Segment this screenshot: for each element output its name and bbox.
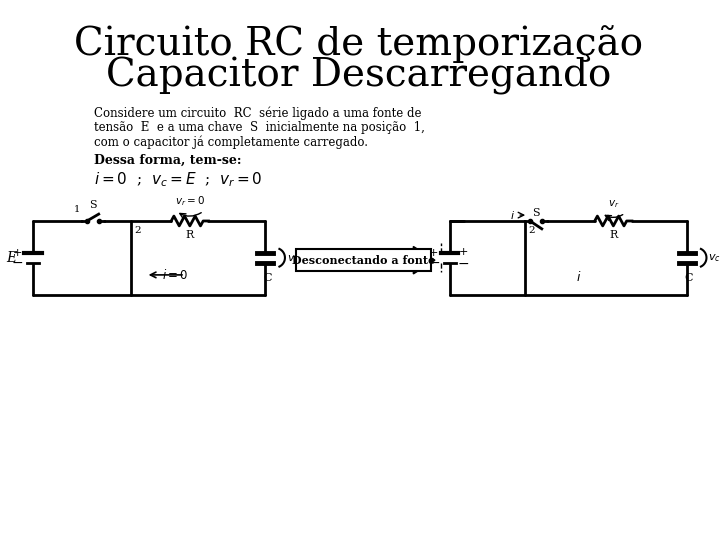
Text: S: S — [89, 200, 96, 210]
Text: +: + — [13, 248, 22, 258]
Text: 2: 2 — [134, 226, 140, 235]
Text: Dessa forma, tem-se:: Dessa forma, tem-se: — [94, 154, 241, 167]
Text: −: − — [457, 256, 469, 271]
Text: E: E — [6, 251, 17, 265]
Text: Circuito RC de temporização: Circuito RC de temporização — [74, 25, 643, 64]
Text: C: C — [263, 273, 271, 284]
Text: 1: 1 — [74, 205, 80, 214]
Text: $i$: $i$ — [576, 270, 582, 284]
Text: Considere um circuito  RC  série ligado a uma fonte de: Considere um circuito RC série ligado a … — [94, 106, 421, 120]
Text: C: C — [685, 273, 693, 284]
Text: Capacitor Descarregando: Capacitor Descarregando — [106, 57, 611, 95]
Text: R: R — [186, 230, 194, 240]
Text: $v_r$: $v_r$ — [608, 198, 619, 210]
Text: $i = 0$  ;  $v_c = E$  ;  $v_r = 0$: $i = 0$ ; $v_c = E$ ; $v_r = 0$ — [94, 171, 262, 189]
Text: $v_c$: $v_c$ — [708, 252, 720, 264]
FancyArrow shape — [361, 246, 435, 274]
Text: Desconectando a fonte: Desconectando a fonte — [292, 255, 435, 266]
FancyBboxPatch shape — [296, 249, 431, 271]
Text: −: − — [428, 255, 440, 269]
Text: +: + — [459, 247, 468, 257]
Text: $i = 0$: $i = 0$ — [162, 268, 189, 282]
Text: R: R — [609, 230, 618, 240]
Text: S: S — [532, 208, 540, 218]
Text: com o capacitor já completamente carregado.: com o capacitor já completamente carrega… — [94, 136, 368, 150]
Text: $i$: $i$ — [510, 209, 516, 221]
Text: +: + — [429, 248, 438, 258]
Text: 2: 2 — [528, 226, 535, 235]
Text: tensão  E  e a uma chave  S  inicialmente na posição  1,: tensão E e a uma chave S inicialmente na… — [94, 122, 425, 134]
Text: $v_c = E$: $v_c = E$ — [287, 251, 320, 265]
Text: $v_r = 0$: $v_r = 0$ — [175, 194, 205, 208]
Text: −: − — [12, 255, 23, 269]
